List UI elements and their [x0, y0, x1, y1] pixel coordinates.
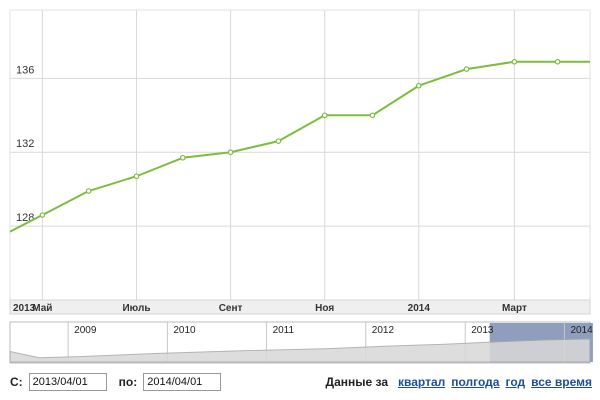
- range-selector: Данные за квартал полгода год все время: [326, 375, 592, 389]
- plot-area: [9, 9, 591, 301]
- data-point: [554, 58, 561, 65]
- range-prefix: Данные за: [325, 375, 389, 389]
- series-line: [9, 60, 590, 233]
- navigator-overview-area: [9, 338, 591, 363]
- date-range-controls: С: по: Данные за квартал полгода год все…: [10, 372, 592, 392]
- x-tick-label: Март: [502, 303, 527, 314]
- to-label: по:: [118, 375, 138, 389]
- x-axis-band: [9, 299, 591, 315]
- range-year-link[interactable]: год: [505, 375, 526, 389]
- data-point: [463, 66, 470, 72]
- navigator-year-label: 2009: [74, 325, 97, 336]
- x-tick-label: Ноя: [315, 303, 334, 314]
- data-point: [321, 112, 328, 119]
- data-point: [227, 149, 234, 156]
- range-quarter-link[interactable]: квартал: [398, 375, 446, 389]
- x-tick-label: 2014: [408, 303, 431, 314]
- navigator-year-label: 2014: [570, 325, 593, 336]
- data-point: [369, 112, 376, 119]
- navigator-year-label: 2013: [471, 325, 494, 336]
- data-point: [275, 138, 282, 144]
- to-date-input[interactable]: [143, 373, 222, 391]
- navigator-year-label: 2011: [273, 325, 295, 336]
- navigator-year-label: 2012: [372, 325, 395, 336]
- range-all-time-link[interactable]: все время: [531, 375, 592, 389]
- y-tick-label: 128: [16, 212, 34, 224]
- data-point: [415, 82, 422, 89]
- data-point: [133, 173, 140, 180]
- from-label: С:: [10, 375, 23, 389]
- x-tick-label: Май: [32, 303, 52, 314]
- data-point: [85, 188, 92, 194]
- y-tick-label: 132: [16, 138, 34, 150]
- data-point: [39, 212, 46, 218]
- from-date-input[interactable]: [28, 373, 107, 391]
- x-tick-label: 2013: [13, 303, 36, 314]
- x-tick-label: Июль: [122, 303, 150, 314]
- y-tick-label: 136: [16, 64, 34, 76]
- data-point: [511, 58, 518, 65]
- navigator-year-label: 2010: [173, 325, 196, 336]
- range-half-year-link[interactable]: полгода: [451, 375, 500, 389]
- x-tick-label: Сент: [219, 303, 243, 314]
- data-point: [179, 154, 186, 161]
